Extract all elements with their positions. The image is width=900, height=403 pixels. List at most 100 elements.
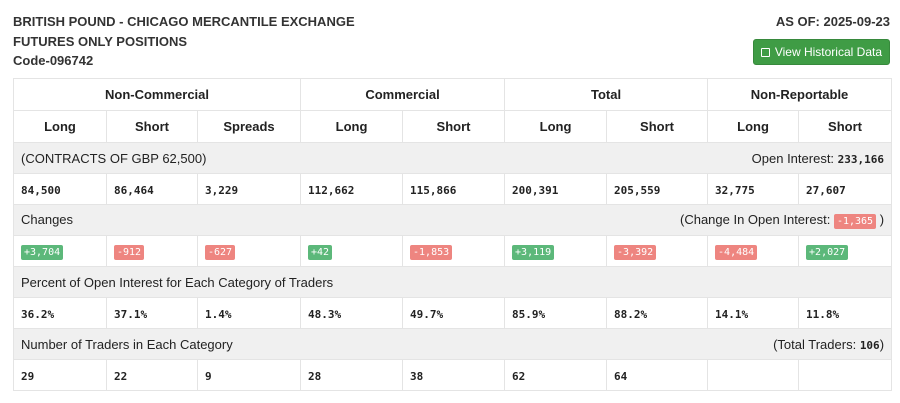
percent-cell: 1.4% — [196, 297, 302, 329]
group-non-reportable: Non-Reportable — [707, 78, 893, 111]
traders-cell — [707, 359, 800, 391]
contracts-value: 3,229 — [205, 183, 239, 197]
traders-value: 64 — [614, 369, 628, 383]
contracts-value: 112,662 — [308, 183, 355, 197]
change-oi-value: -1,365 — [833, 213, 877, 229]
change-badge: +3,704 — [21, 244, 64, 260]
change-cell: -627 — [196, 235, 302, 267]
change-badge: -912 — [114, 244, 145, 260]
traders-value: 22 — [114, 369, 128, 383]
contracts-cell: 115,866 — [402, 173, 506, 205]
contracts-cell: 27,607 — [798, 173, 893, 205]
change-badge: +2,027 — [806, 244, 849, 260]
traders-cell: 28 — [300, 359, 404, 391]
traders-value: 62 — [512, 369, 526, 383]
button-label: View Historical Data — [774, 45, 882, 59]
change-cell: -1,853 — [402, 235, 506, 267]
contracts-value: 27,607 — [806, 183, 846, 197]
contracts-value: 205,559 — [614, 183, 661, 197]
contracts-cell: 112,662 — [300, 173, 404, 205]
percent-cell: 37.1% — [106, 297, 198, 329]
view-historical-data-button[interactable]: View Historical Data — [752, 39, 890, 65]
percent-value: 85.9% — [512, 307, 546, 321]
traders-cell: 62 — [504, 359, 608, 391]
group-commercial: Commercial — [300, 78, 506, 111]
traders-cell: 38 — [402, 359, 506, 391]
traders-cell: 9 — [196, 359, 302, 391]
column-header: Short — [402, 110, 506, 143]
column-header: Short — [798, 110, 893, 143]
column-header: Short — [106, 110, 198, 143]
cot-table: Non-Commercial Commercial Total Non-Repo… — [12, 78, 893, 391]
traders-cell: 29 — [13, 359, 107, 391]
change-badge: -627 — [205, 244, 236, 260]
change-badge: -1,853 — [410, 244, 453, 260]
contracts-value: 84,500 — [21, 183, 61, 197]
change-cell: +3,119 — [504, 235, 608, 267]
changes-row: +3,704 -912 -627 +42 -1,853 +3,119 -3,392 -4,48… — [13, 235, 893, 267]
percent-value: 11.8% — [806, 307, 840, 321]
traders-label-row: Number of Traders in Each Category (Total… — [12, 328, 893, 360]
column-header: Long — [300, 110, 404, 143]
total-traders-close: ) — [879, 336, 885, 352]
contracts-cell: 200,391 — [504, 173, 608, 205]
contracts-cell: 84,500 — [13, 173, 107, 205]
percent-label-row: Percent of Open Interest for Each Catego… — [12, 266, 893, 298]
total-traders-value: 106 — [859, 338, 880, 352]
contracts-value: 115,866 — [410, 183, 457, 197]
percent-value: 37.1% — [114, 307, 148, 321]
contracts-cell: 3,229 — [196, 173, 302, 205]
report-subtitle: FUTURES ONLY POSITIONS — [13, 34, 188, 49]
changes-label: Changes — [21, 211, 74, 227]
group-header-row: Non-Commercial Commercial Total Non-Repo… — [12, 78, 893, 111]
percent-label: Percent of Open Interest for Each Catego… — [12, 266, 893, 298]
contracts-value: 32,775 — [715, 183, 755, 197]
group-non-commercial: Non-Commercial — [12, 78, 302, 111]
contracts-cell: 205,559 — [606, 173, 709, 205]
traders-label: Number of Traders in Each Category — [21, 336, 233, 352]
percent-value: 36.2% — [21, 307, 55, 321]
change-badge: +42 — [308, 244, 333, 260]
change-cell: +2,027 — [798, 235, 893, 267]
group-total: Total — [504, 78, 709, 111]
traders-cell — [798, 359, 893, 391]
change-cell: -912 — [106, 235, 198, 267]
column-header: Short — [606, 110, 709, 143]
contracts-value: 86,464 — [114, 183, 154, 197]
traders-value: 28 — [308, 369, 322, 383]
open-interest-label: Open Interest: — [751, 150, 835, 166]
change-oi-label: (Change In Open Interest: — [680, 211, 831, 227]
percent-value: 49.7% — [410, 307, 444, 321]
as-of-date: AS OF: 2025-09-23 — [775, 14, 890, 29]
percent-cell: 49.7% — [402, 297, 506, 329]
calendar-icon — [760, 47, 770, 57]
percent-cell: 88.2% — [606, 297, 709, 329]
percent-value: 14.1% — [715, 307, 749, 321]
column-header: Long — [504, 110, 608, 143]
traders-cell: 22 — [106, 359, 198, 391]
change-badge: -3,392 — [614, 244, 657, 260]
traders-value: 38 — [410, 369, 424, 383]
contracts-row: 84,500 86,464 3,229 112,662 115,866 200,391 20… — [13, 173, 893, 205]
traders-value: 9 — [205, 369, 212, 383]
percent-cell: 48.3% — [300, 297, 404, 329]
contracts-value: 200,391 — [512, 183, 559, 197]
report-title: BRITISH POUND - CHICAGO MERCANTILE EXCHA… — [13, 14, 355, 29]
column-header: Spreads — [196, 110, 302, 143]
contracts-label: (CONTRACTS OF GBP 62,500) — [21, 150, 207, 166]
percent-cell: 14.1% — [707, 297, 800, 329]
traders-cell: 64 — [606, 359, 709, 391]
traders-value: 29 — [21, 369, 35, 383]
column-header-row: Long Short Spreads Long Short Long Short Long Sh… — [13, 110, 893, 143]
column-header: Long — [707, 110, 800, 143]
traders-row: 29 22 9 28 38 62 64 — [13, 359, 893, 391]
percent-value: 88.2% — [614, 307, 648, 321]
percent-value: 48.3% — [308, 307, 342, 321]
changes-label-row: Changes (Change In Open Interest: -1,365 … — [12, 204, 893, 236]
percent-cell: 11.8% — [798, 297, 893, 329]
change-cell: +42 — [300, 235, 404, 267]
report-code: Code-096742 — [13, 53, 94, 68]
change-cell: -3,392 — [606, 235, 709, 267]
percent-cell: 85.9% — [504, 297, 608, 329]
contracts-cell: 86,464 — [106, 173, 198, 205]
